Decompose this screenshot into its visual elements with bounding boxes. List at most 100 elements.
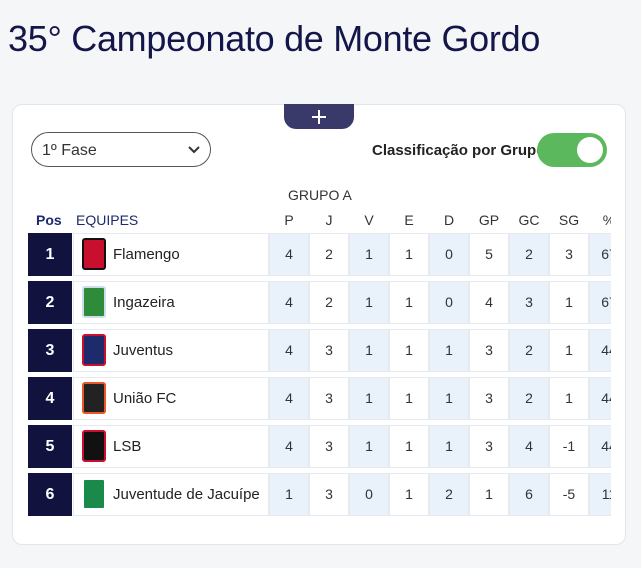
stat-cell xyxy=(509,377,549,420)
stat-value: 1 xyxy=(565,342,573,358)
stat-value: 0 xyxy=(445,246,453,262)
team-name: LSB xyxy=(113,438,142,455)
stat-cell xyxy=(589,233,611,276)
pos-cell xyxy=(28,425,72,468)
stat-value: 44 xyxy=(601,438,611,454)
stat-cell xyxy=(509,281,549,324)
stat-cell xyxy=(509,233,549,276)
stat-cell xyxy=(269,377,309,420)
team-cell xyxy=(73,377,269,420)
stat-cell xyxy=(589,425,611,468)
add-button[interactable] xyxy=(284,104,354,129)
stat-value: 4 xyxy=(285,246,293,262)
stat-cell xyxy=(349,377,389,420)
stat-value: 1 xyxy=(365,294,373,310)
stat-cell xyxy=(309,233,349,276)
stat-value: 1 xyxy=(405,390,413,406)
stat-value: 1 xyxy=(405,294,413,310)
team-logo xyxy=(82,430,106,462)
stat-cell xyxy=(429,425,469,468)
stat-value: 3 xyxy=(325,342,333,358)
team-logo xyxy=(82,238,106,270)
stat-header: SG xyxy=(558,212,580,228)
stat-cell xyxy=(309,377,349,420)
team-name: Juventus xyxy=(113,342,174,359)
stat-value: 4 xyxy=(285,342,293,358)
stat-cell xyxy=(589,329,611,372)
stat-cell xyxy=(549,377,589,420)
stat-cell xyxy=(469,329,509,372)
team-cell xyxy=(73,473,269,516)
stat-value: 2 xyxy=(525,342,533,358)
team-logo xyxy=(82,382,106,414)
stat-cell xyxy=(549,425,589,468)
stat-value: 3 xyxy=(485,390,493,406)
stat-value: 4 xyxy=(285,438,293,454)
toggle-knob xyxy=(577,137,603,163)
stat-header: P xyxy=(284,212,294,228)
stat-cell xyxy=(269,329,309,372)
stat-cell xyxy=(469,281,509,324)
stat-cell xyxy=(469,233,509,276)
phase-select[interactable]: 1º Fase xyxy=(31,132,211,167)
stat-value: 4 xyxy=(485,294,493,310)
stat-value: 1 xyxy=(445,342,453,358)
stat-value: -5 xyxy=(562,486,576,502)
stat-cell xyxy=(509,329,549,372)
stat-value: 3 xyxy=(325,390,333,406)
stat-value: 3 xyxy=(325,486,333,502)
team-logo xyxy=(82,334,106,366)
stat-cell xyxy=(429,281,469,324)
stat-header: GC xyxy=(518,212,540,228)
stat-value: 1 xyxy=(365,438,373,454)
stat-value: 2 xyxy=(325,246,333,262)
chevron xyxy=(188,146,200,154)
stat-value: 1 xyxy=(365,246,373,262)
stat-value: 1 xyxy=(445,390,453,406)
pos-header: Pos xyxy=(36,212,62,228)
stat-cell xyxy=(509,425,549,468)
card xyxy=(12,104,626,545)
stat-cell xyxy=(269,425,309,468)
stat-value: -1 xyxy=(562,438,576,454)
stat-value: 4 xyxy=(285,294,293,310)
stat-cell xyxy=(589,281,611,324)
standings-table: GRUPO A Pos EQUIPES P J V E D GP GC SG% 1 Flamengo 4 2… xyxy=(27,180,611,525)
stat-value: 1 xyxy=(565,390,573,406)
stat-cell xyxy=(549,329,589,372)
toggle-label: Classificação por Grupo xyxy=(372,142,546,159)
stat-value: 1 xyxy=(405,438,413,454)
stat-cell xyxy=(269,473,309,516)
stat-cell xyxy=(549,233,589,276)
stat-value: 0 xyxy=(445,294,453,310)
stat-cell xyxy=(309,473,349,516)
team-name: Flamengo xyxy=(113,246,180,263)
team-cell xyxy=(73,281,269,324)
stat-header: J xyxy=(325,212,333,228)
pos-cell xyxy=(28,473,72,516)
stat-value: 67 xyxy=(601,246,611,262)
stat-header: % xyxy=(589,212,611,228)
stat-cell xyxy=(549,473,589,516)
team-logo xyxy=(82,478,106,510)
stat-value: 6 xyxy=(525,486,533,502)
stat-cell xyxy=(549,281,589,324)
stat-value: 44 xyxy=(601,342,611,358)
stat-value: 4 xyxy=(525,438,533,454)
plus-icon xyxy=(312,110,326,124)
stat-cell xyxy=(589,377,611,420)
stat-value: 44 xyxy=(601,390,611,406)
stat-cell xyxy=(509,473,549,516)
pos-cell xyxy=(28,377,72,420)
stat-cell xyxy=(349,425,389,468)
stat-value: 0 xyxy=(365,486,373,502)
stat-header: V xyxy=(364,212,374,228)
stat-cell xyxy=(269,281,309,324)
group-name: GRUPO A xyxy=(288,187,352,203)
stat-cell xyxy=(389,425,429,468)
team-name: União FC xyxy=(113,390,177,407)
stat-value: 1 xyxy=(365,390,373,406)
pos-number: 1 xyxy=(45,246,55,263)
pos-number: 4 xyxy=(45,390,55,407)
